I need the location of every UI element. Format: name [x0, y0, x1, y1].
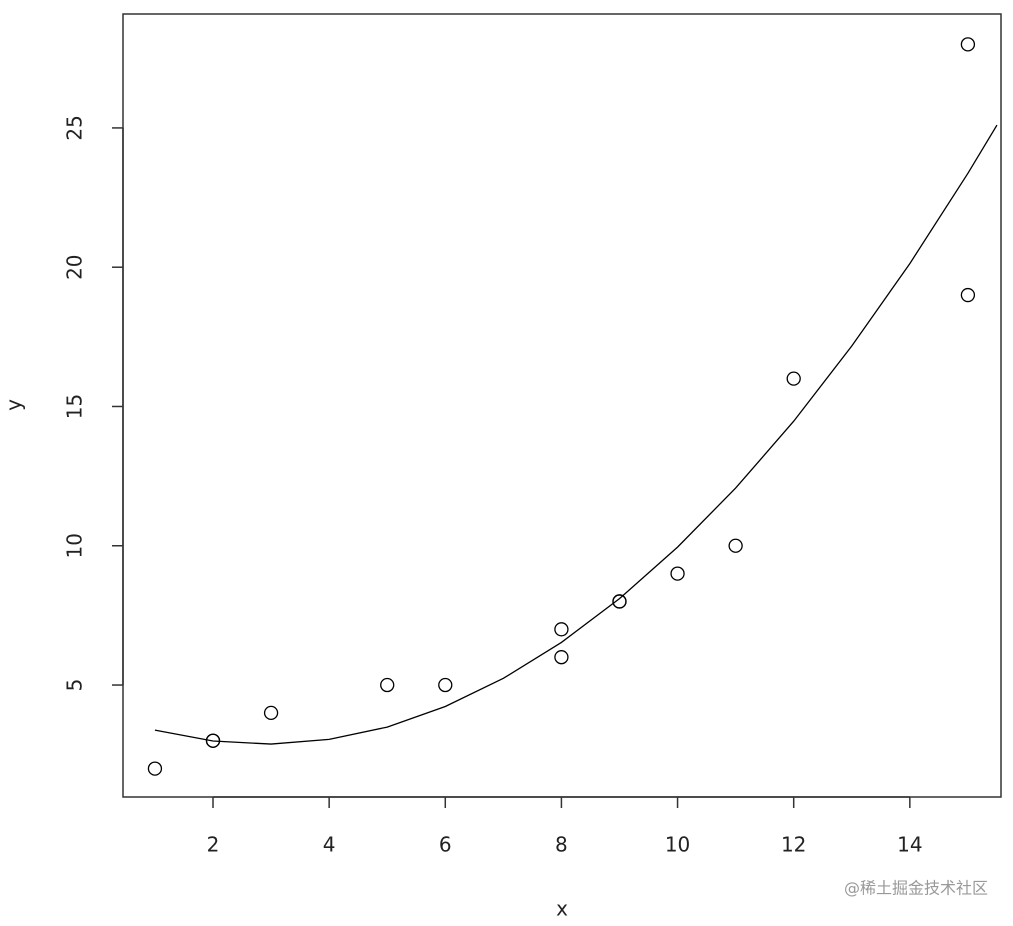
plot-box: [122, 13, 1002, 798]
y-tick-label: 20: [63, 254, 87, 279]
watermark: @稀土掘金技术社区: [844, 879, 988, 898]
x-tick-label: 6: [439, 833, 452, 857]
point: [554, 650, 569, 665]
x-tick-label: 10: [665, 833, 690, 857]
x-tick-label: 8: [555, 833, 568, 857]
point: [205, 733, 221, 748]
fit-line: [154, 124, 998, 745]
y-tick-label: 5: [63, 679, 87, 692]
y-tick-label: 10: [63, 533, 87, 558]
point: [670, 566, 685, 581]
point: [960, 37, 976, 52]
y-tick-label: 15: [63, 394, 87, 419]
x-tick-label: 14: [897, 833, 922, 857]
y-tick-label: 25: [63, 115, 87, 140]
x-tick-label: 2: [207, 833, 220, 857]
y-axis-label: y: [2, 399, 26, 411]
point: [786, 371, 801, 386]
point: [728, 538, 743, 553]
point: [263, 705, 279, 721]
x-axis-label: x: [556, 897, 568, 921]
point: [147, 761, 163, 776]
point: [438, 677, 453, 693]
point: [554, 622, 569, 637]
x-tick-label: 12: [781, 833, 806, 857]
point: [380, 677, 395, 693]
point: [960, 287, 976, 303]
x-tick-label: 4: [323, 833, 336, 857]
point: [612, 594, 627, 609]
